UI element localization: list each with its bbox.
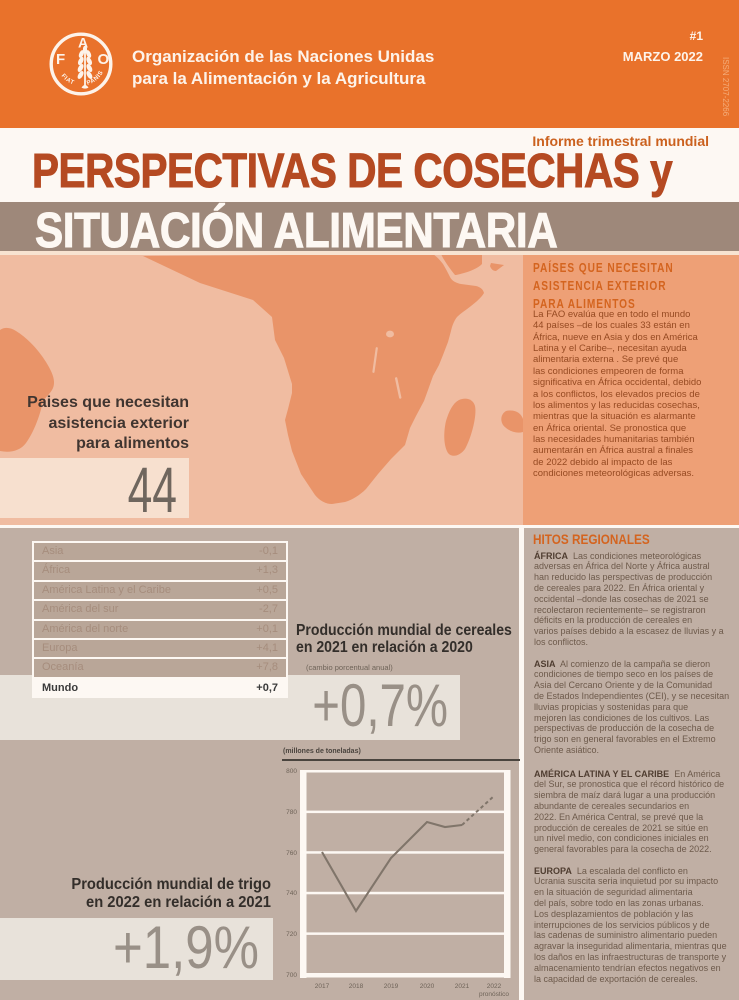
svg-text:2019: 2019 <box>384 983 399 990</box>
svg-text:2021: 2021 <box>455 983 470 990</box>
svg-text:700: 700 <box>286 972 297 979</box>
svg-text:2018: 2018 <box>349 983 364 990</box>
svg-text:F: F <box>56 51 65 68</box>
svg-text:(millones de toneladas): (millones de toneladas) <box>283 748 361 755</box>
svg-text:2022: 2022 <box>487 983 502 990</box>
svg-text:pronóstico: pronóstico <box>479 991 509 998</box>
svg-text:2017: 2017 <box>315 983 330 990</box>
svg-text:720: 720 <box>286 931 297 938</box>
svg-text:FIAT PANIS: FIAT PANIS <box>60 68 106 87</box>
svg-text:740: 740 <box>286 890 297 897</box>
svg-text:2020: 2020 <box>420 983 435 990</box>
svg-text:800: 800 <box>286 768 297 775</box>
svg-text:760: 760 <box>286 850 297 857</box>
svg-text:A: A <box>78 35 88 51</box>
svg-text:O: O <box>98 51 110 68</box>
svg-text:780: 780 <box>286 809 297 816</box>
